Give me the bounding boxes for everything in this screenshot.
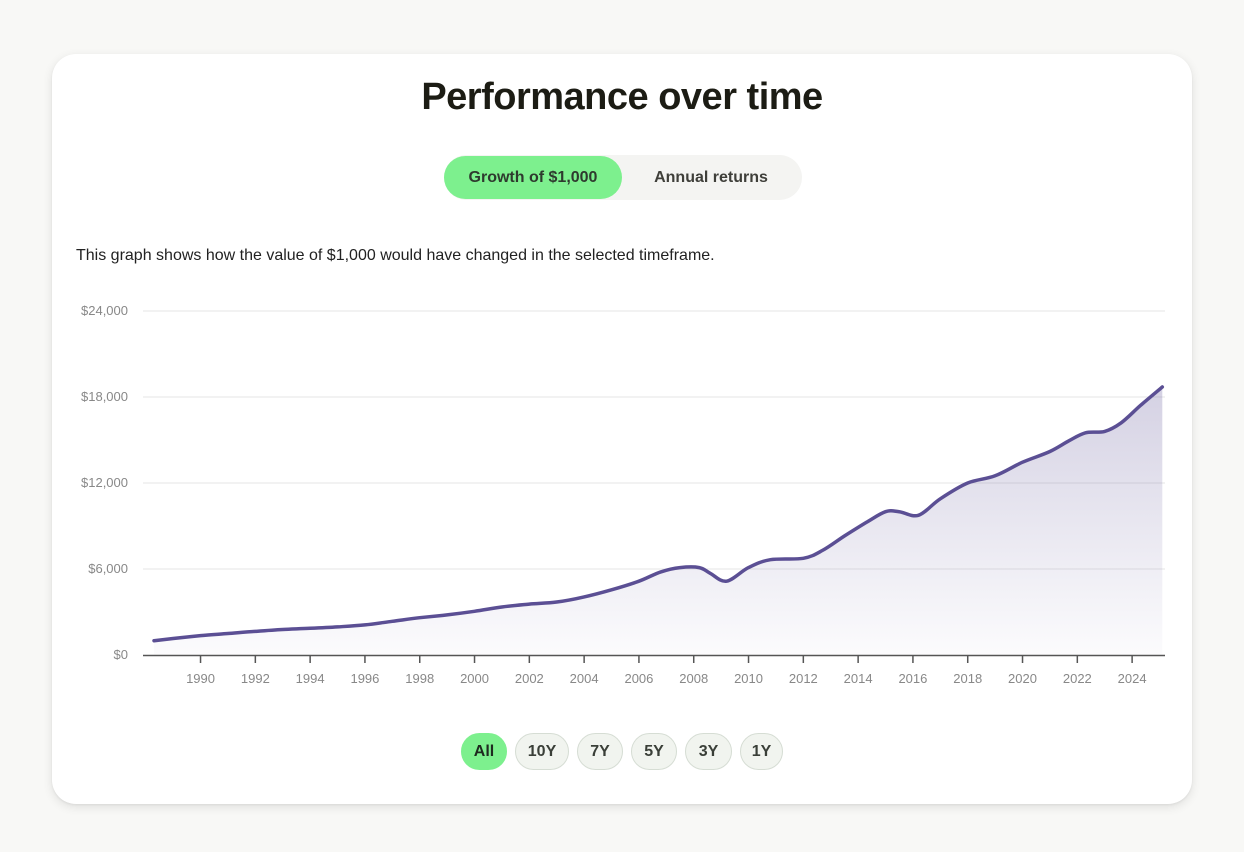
x-tick-label: 2010 (734, 671, 763, 686)
series-area (154, 387, 1163, 655)
y-tick-label: $12,000 (81, 475, 128, 490)
range-5y-button[interactable]: 5Y (631, 733, 677, 770)
range-10y-button[interactable]: 10Y (515, 733, 569, 770)
x-tick-label: 2012 (789, 671, 818, 686)
y-tick-label: $0 (114, 647, 128, 662)
x-tick-label: 1992 (241, 671, 270, 686)
range-3y-button[interactable]: 3Y (685, 733, 732, 770)
growth-chart: $0 $6,000 $12,000 $18,000 $24,000 1990 1992 199… (81, 303, 1165, 686)
y-tick-label: $18,000 (81, 389, 128, 404)
x-tick-label: 2004 (570, 671, 599, 686)
x-tick-label: 1994 (296, 671, 325, 686)
x-tick-label: 2006 (624, 671, 653, 686)
x-tick-label: 2002 (515, 671, 544, 686)
range-1y-button[interactable]: 1Y (740, 733, 783, 770)
x-tick-label: 1990 (186, 671, 215, 686)
x-tick-label: 1996 (350, 671, 379, 686)
x-tick-label: 2020 (1008, 671, 1037, 686)
range-selector: All 10Y 7Y 5Y 3Y 1Y (52, 733, 1192, 770)
y-tick-label: $6,000 (88, 561, 128, 576)
x-tick-label: 2008 (679, 671, 708, 686)
x-tick-label: 1998 (405, 671, 434, 686)
page-title: Performance over time (421, 76, 823, 118)
y-tick-label: $24,000 (81, 303, 128, 318)
x-tick-label: 2014 (844, 671, 873, 686)
x-tick-label: 2022 (1063, 671, 1092, 686)
chart-description: This graph shows how the value of $1,000… (76, 247, 715, 264)
range-all-button[interactable]: All (461, 733, 507, 770)
x-tick-label: 2016 (898, 671, 927, 686)
x-tick-label: 2018 (953, 671, 982, 686)
x-tick-label: 2000 (460, 671, 489, 686)
tab-annual-returns[interactable]: Annual returns (622, 156, 800, 199)
range-7y-button[interactable]: 7Y (577, 733, 623, 770)
series-line (152, 385, 1165, 643)
performance-card: Performance over time Growth of $1,000 A… (52, 54, 1192, 804)
tab-growth[interactable]: Growth of $1,000 (444, 156, 622, 199)
view-toggle: Growth of $1,000 Annual returns (444, 155, 802, 200)
x-tick-label: 2024 (1118, 671, 1147, 686)
